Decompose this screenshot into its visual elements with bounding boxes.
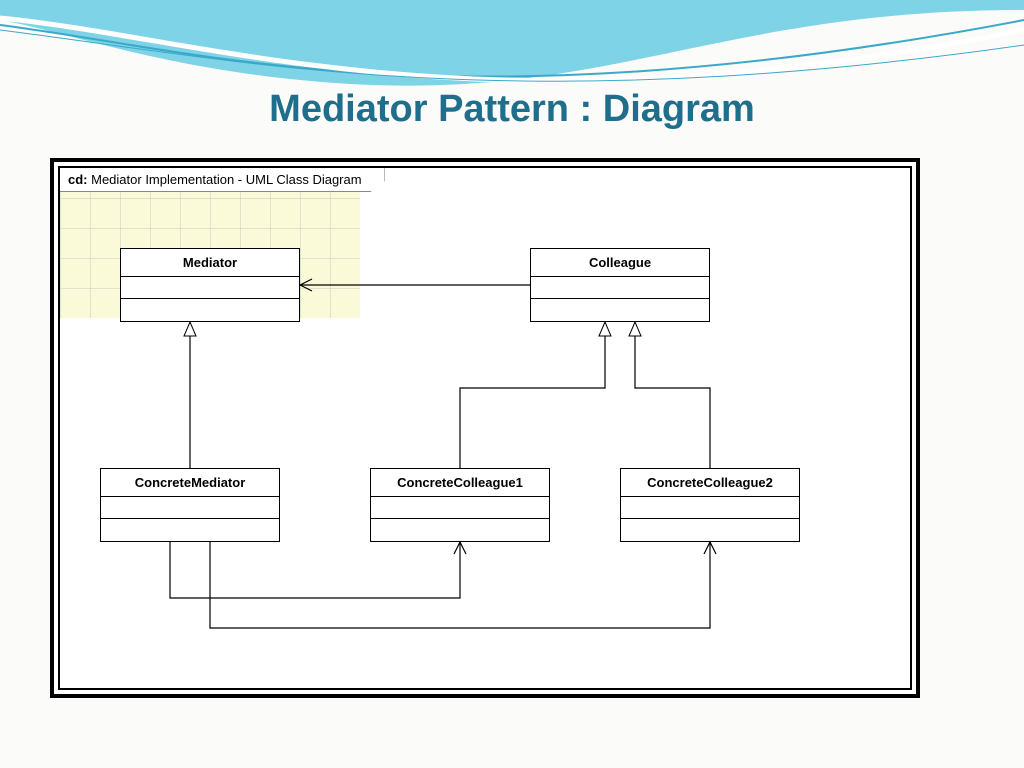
diagram-canvas: cd: Mediator Implementation - UML Class … [58,166,912,690]
edge-cc1-colleague [460,322,605,468]
uml-class-cc1: ConcreteColleague1 [370,468,550,542]
slide-title: Mediator Pattern : Diagram [0,88,1024,131]
edge-cc2-colleague [635,322,710,468]
class-name: ConcreteColleague1 [371,469,549,497]
diagram-tab-title: Mediator Implementation - UML Class Diag… [91,172,361,187]
diagram-tab-prefix: cd: [68,172,88,187]
uml-class-cmed: ConcreteMediator [100,468,280,542]
class-attrs [621,497,799,519]
edges-layer [60,168,910,688]
class-ops [121,299,299,321]
edge-cmed-cc1 [170,542,460,598]
class-name: ConcreteMediator [101,469,279,497]
uml-class-colleague: Colleague [530,248,710,322]
class-name: Colleague [531,249,709,277]
diagram-frame: cd: Mediator Implementation - UML Class … [50,158,920,698]
class-attrs [371,497,549,519]
class-ops [621,519,799,541]
class-attrs [101,497,279,519]
uml-class-mediator: Mediator [120,248,300,322]
class-ops [101,519,279,541]
class-attrs [531,277,709,299]
class-name: Mediator [121,249,299,277]
class-ops [371,519,549,541]
class-ops [531,299,709,321]
class-name: ConcreteColleague2 [621,469,799,497]
uml-class-cc2: ConcreteColleague2 [620,468,800,542]
class-attrs [121,277,299,299]
diagram-title-tab: cd: Mediator Implementation - UML Class … [60,168,385,192]
